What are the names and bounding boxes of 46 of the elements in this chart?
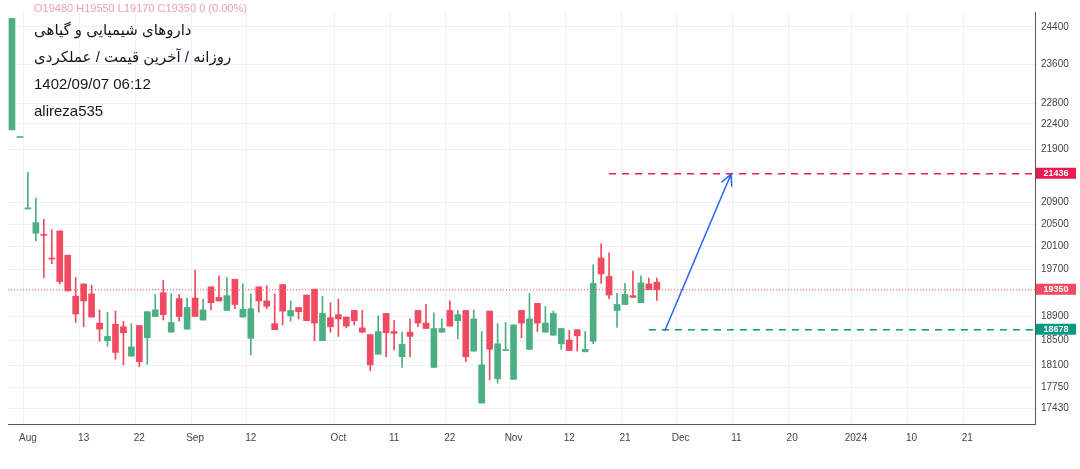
y-tick-label: 18100: [1041, 359, 1070, 371]
x-tick-label: 22: [444, 431, 456, 443]
candlestick: [390, 320, 398, 351]
x-tick-label: 13: [78, 431, 90, 443]
x-tick-label: 21: [961, 431, 974, 443]
candlestick: [581, 331, 589, 353]
x-tick-label: Sep: [186, 431, 205, 443]
y-tick-label: 18900: [1041, 310, 1070, 322]
y-tick-label: 17430: [1041, 402, 1070, 414]
candlestick: [40, 218, 48, 278]
text: داروهای شیمیایی و گیاهی: [34, 20, 192, 41]
text: روزانه / آخرین قیمت / عملکردی: [34, 47, 232, 68]
y-tick-label: 22800: [1041, 97, 1070, 109]
candlestick: [454, 310, 462, 340]
candlestick: [271, 293, 279, 331]
y-tick-label: 21900: [1041, 143, 1070, 155]
annotation: 1402/09/07 06:12: [34, 74, 151, 94]
y-tick-label: 20900: [1041, 196, 1070, 208]
ref-line-label: 19350: [1043, 284, 1069, 295]
x-tick-label: 12: [563, 431, 576, 443]
y-tick-label: 23600: [1041, 58, 1070, 70]
y-tick-label: 20100: [1041, 240, 1070, 252]
x-tick-label: 21: [619, 431, 631, 443]
candlestick: [406, 318, 414, 358]
x-tick-label: 11: [731, 431, 743, 443]
x-tick-label: Nov: [504, 431, 523, 443]
ref-line-label: 18678: [1043, 324, 1069, 335]
x-tick-label: 10: [906, 431, 918, 443]
ref-line-label: 21436: [1043, 168, 1069, 179]
x-tick-label: 11: [388, 431, 400, 443]
y-tick-label: 20500: [1041, 218, 1070, 230]
x-tick-label: 2024: [844, 431, 868, 443]
x-tick-label: Dec: [671, 431, 690, 443]
y-tick-label: 22400: [1041, 117, 1070, 129]
y-tick-label: 17750: [1041, 381, 1070, 393]
annotation: O19480 H19550 L19170 C19350 0 (0.00%): [34, 1, 247, 16]
y-tick-label: 24400: [1041, 20, 1070, 32]
annotation: alireza535: [34, 101, 104, 121]
y-tick-label: 18500: [1041, 334, 1070, 346]
x-tick-label: Aug: [19, 431, 37, 443]
y-tick-label: 19700: [1041, 263, 1070, 275]
candlestick: [613, 292, 621, 328]
x-tick-label: 12: [245, 431, 257, 443]
x-tick-label: 20: [786, 431, 799, 443]
x-tick-label: Oct: [330, 431, 347, 443]
x-tick-label: 22: [133, 431, 146, 443]
